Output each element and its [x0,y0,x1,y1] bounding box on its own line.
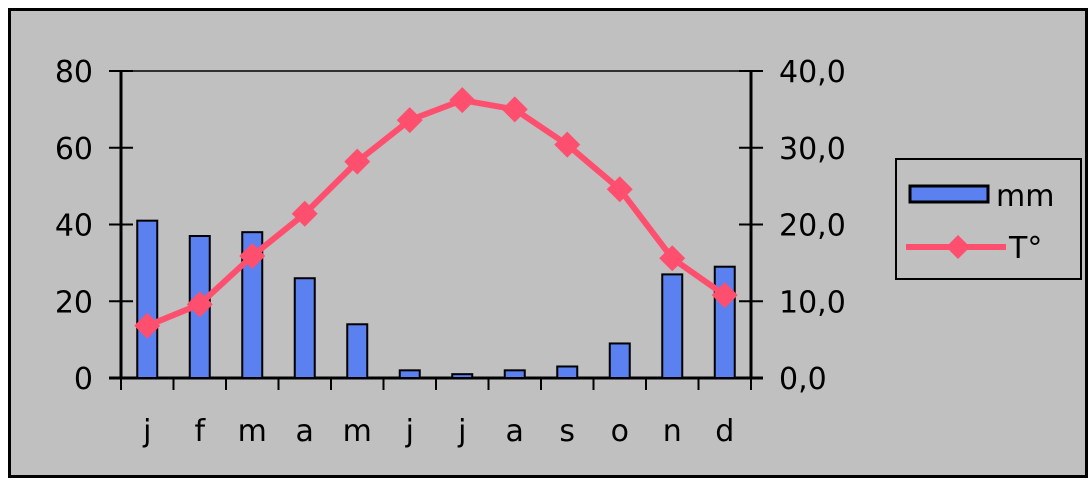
point-temperature [186,291,213,318]
line-series-temperature [134,87,738,339]
line-temperature [146,97,727,329]
point-temperature [659,245,686,272]
y-right-tick-label: 0,0 [779,362,827,397]
x-tick-label: j [142,414,151,449]
bar-mm [398,369,421,380]
point-temperature [396,107,423,134]
bar-mm [608,342,631,379]
point-temperature [344,148,371,175]
bar-series-mm [136,219,736,380]
y-left-tick-label: 40 [55,209,93,244]
x-tick-label: s [559,414,575,449]
x-tick-label: a [296,414,314,449]
legend-label-temperature: T° [1008,231,1042,266]
point-temperature [554,131,581,158]
bar-mm [136,219,159,379]
x-tick-label: n [663,414,682,449]
y-left-tick-label: 20 [55,285,93,320]
y-right-tick-label: 30,0 [779,132,846,167]
point-temperature [239,242,266,269]
point-temperature [449,87,476,114]
x-tick-label: m [343,414,372,449]
y-left-tick-label: 80 [55,55,93,90]
point-temperature [291,200,318,227]
y-left-tick-label: 60 [55,132,93,167]
x-tick-label: f [194,414,206,449]
point-temperature [711,282,738,309]
point-temperature [606,176,633,203]
axes [109,70,763,390]
y-right-tick-label: 10,0 [779,285,846,320]
bar-mm [451,373,474,380]
legend-label-mm: mm [996,179,1054,214]
y-left-tick-label: 0 [74,362,93,397]
legend-box [895,158,1082,280]
chart-frame: 0 20 40 60 80 0,0 10,0 20,0 30,0 40,0 j f m a m j j a s o n d… [8,8,1088,478]
y-right-tick-label: 20,0 [779,209,846,244]
point-temperature [134,312,161,339]
bar-mm [661,273,684,380]
legend-swatch-temperature-marker [946,235,970,259]
point-temperature [501,96,528,123]
legend: mm T° [895,158,1082,280]
legend-swatch-mm [908,184,990,204]
bar-mm [346,323,369,379]
bar-mm [241,231,264,379]
bar-mm [293,277,316,380]
bar-mm [556,365,579,379]
x-tick-label: m [238,414,267,449]
y-right-tick-label: 40,0 [779,55,846,90]
x-tick-label: j [457,414,466,449]
x-tick-label: d [715,414,734,449]
x-tick-label: a [506,414,524,449]
bar-mm [503,369,526,380]
x-tick-label: o [611,414,629,449]
x-tick-label: j [405,414,414,449]
